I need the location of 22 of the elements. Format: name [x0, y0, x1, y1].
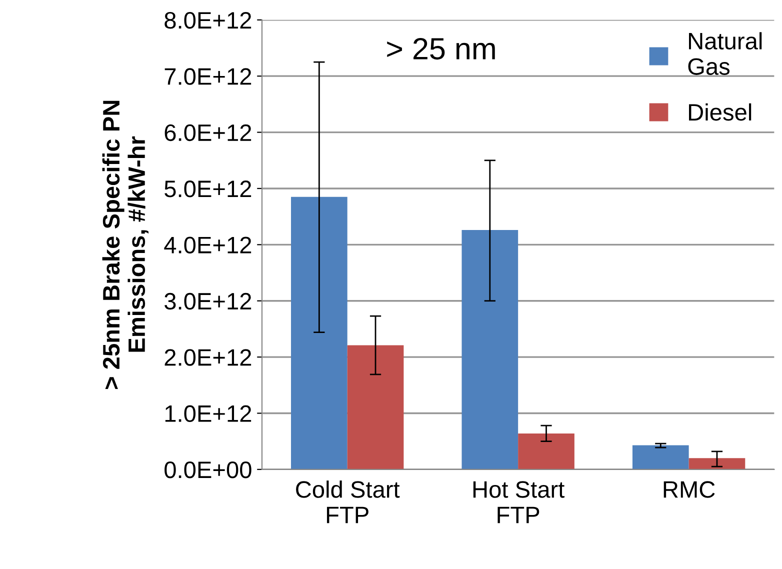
- bar: [290, 196, 348, 470]
- y-axis-title: > 25nm Brake Specific PN Emissions, #/kW-hr: [102, 100, 148, 390]
- y-tick-label: 7.0E+12: [164, 68, 252, 85]
- legend-label: Natural Gas: [688, 32, 762, 75]
- annotation: > 25 nm: [387, 38, 495, 60]
- y-tick-label: 0.0E+00: [164, 461, 252, 478]
- bar: [518, 433, 574, 470]
- x-tick-label: RMC: [664, 481, 715, 498]
- y-tick-label: 3.0E+12: [164, 292, 252, 310]
- bar: [688, 458, 746, 470]
- y-tick-label: 6.0E+12: [164, 124, 252, 142]
- y-tick-label: 8.0E+12: [164, 12, 252, 29]
- x-tick-label: Hot Start FTP: [473, 481, 564, 524]
- y-tick-label: 4.0E+12: [164, 236, 252, 254]
- bar: [632, 445, 689, 470]
- bar: [347, 345, 404, 470]
- y-tick-label: 5.0E+12: [164, 180, 252, 198]
- y-tick-label: 2.0E+12: [164, 349, 252, 366]
- x-tick-label: Cold Start FTP: [296, 480, 400, 524]
- y-tick-label: 1.0E+12: [165, 405, 252, 422]
- bar: [462, 230, 518, 470]
- legend-label: Diesel: [689, 103, 752, 121]
